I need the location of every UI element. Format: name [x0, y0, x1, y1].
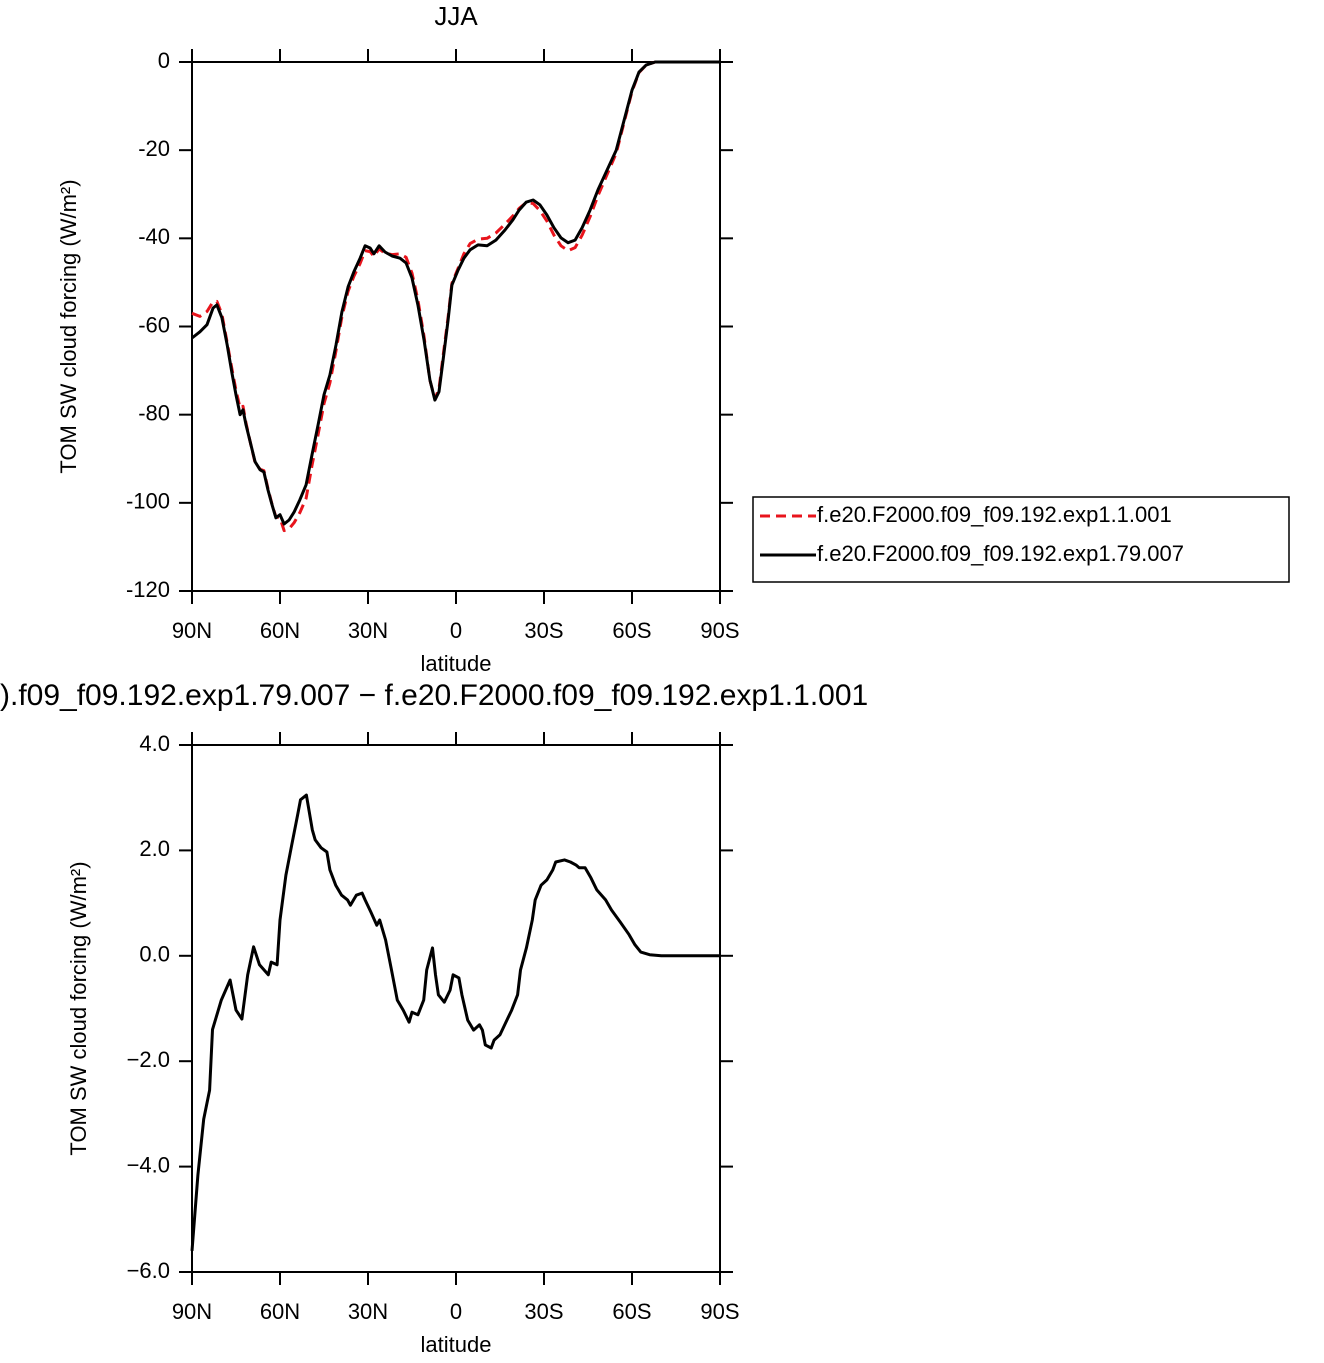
plot-frame [191, 61, 721, 592]
x-axis-label: latitude [421, 651, 492, 676]
x-tick-label: 60N [260, 1299, 300, 1324]
x-tick-label: 90S [700, 1299, 739, 1324]
data-line [190, 793, 720, 1252]
x-tick-label: 60S [612, 618, 651, 643]
y-tick-label: -60 [138, 312, 170, 337]
y-axis-label: TOM SW cloud forcing (W/m²) [56, 179, 81, 473]
y-tick-label: 0 [158, 48, 170, 73]
legend-label: f.e20.F2000.f09_f09.192.exp1.1.001 [817, 502, 1172, 527]
x-tick-label: 30N [348, 618, 388, 643]
x-tick-label: 30S [524, 1299, 563, 1324]
x-tick-label: 60N [260, 618, 300, 643]
legend-box [752, 496, 1290, 583]
x-tick-label: 90N [172, 618, 212, 643]
y-tick-label: -20 [138, 136, 170, 161]
data-line [191, 60, 720, 526]
x-tick-label: 30N [348, 1299, 388, 1324]
y-tick-label: -100 [126, 489, 170, 514]
y-tick-label: 0.0 [139, 942, 170, 967]
data-line [191, 60, 720, 533]
x-tick-label: 0 [450, 618, 462, 643]
y-tick-label: −4.0 [127, 1152, 170, 1177]
y-tick-label: 2.0 [139, 836, 170, 861]
x-tick-label: 90N [172, 1299, 212, 1324]
legend-label: f.e20.F2000.f09_f09.192.exp1.79.007 [817, 541, 1184, 566]
plot-frame [191, 744, 721, 1273]
y-tick-label: -40 [138, 224, 170, 249]
x-axis-label: latitude [421, 1332, 492, 1357]
x-tick-label: 60S [612, 1299, 651, 1324]
chart-title: ).f09_f09.192.exp1.79.007 − f.e20.F2000.… [0, 679, 868, 712]
x-tick-label: 0 [450, 1299, 462, 1324]
y-tick-label: -120 [126, 577, 170, 602]
y-tick-label: −2.0 [127, 1047, 170, 1072]
y-tick-label: -80 [138, 400, 170, 425]
x-tick-label: 30S [524, 618, 563, 643]
y-axis-label: TOM SW cloud forcing (W/m²) [66, 861, 91, 1155]
y-tick-label: 4.0 [139, 731, 170, 756]
chart-title: JJA [434, 1, 478, 31]
y-tick-label: −6.0 [127, 1258, 170, 1283]
x-tick-label: 90S [700, 618, 739, 643]
